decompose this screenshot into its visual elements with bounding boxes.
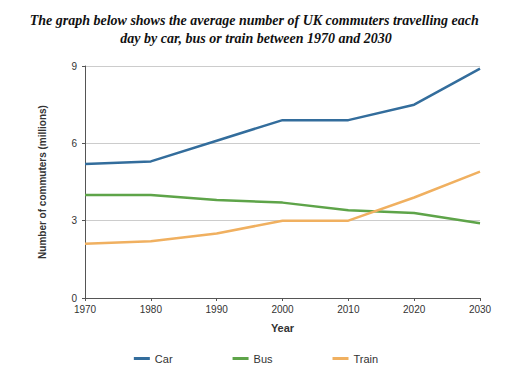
svg-text:1990: 1990 (206, 304, 229, 315)
svg-text:Car: Car (155, 353, 173, 365)
svg-text:Number of commuters (millions): Number of commuters (millions) (37, 105, 48, 259)
svg-text:3: 3 (71, 215, 77, 226)
svg-text:2020: 2020 (403, 304, 426, 315)
svg-text:Bus: Bus (254, 353, 273, 365)
svg-text:The graph below shows the aver: The graph below shows the average number… (30, 13, 483, 28)
svg-text:1970: 1970 (74, 304, 97, 315)
svg-text:6: 6 (71, 138, 77, 149)
svg-text:0: 0 (71, 293, 77, 304)
svg-text:1980: 1980 (140, 304, 163, 315)
svg-text:Train: Train (354, 353, 379, 365)
svg-text:2000: 2000 (271, 304, 294, 315)
svg-text:Year: Year (271, 322, 295, 334)
svg-text:2010: 2010 (337, 304, 360, 315)
svg-text:2030: 2030 (469, 304, 492, 315)
svg-text:9: 9 (71, 61, 77, 72)
svg-text:day by car, bus or train betwe: day by car, bus or train between 1970 an… (120, 31, 391, 46)
